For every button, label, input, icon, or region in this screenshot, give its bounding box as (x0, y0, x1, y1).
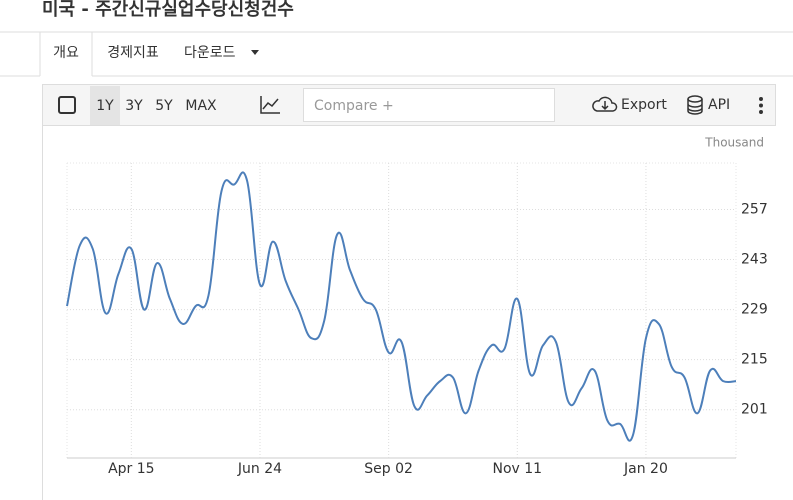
y-tick-label: 215 (741, 352, 768, 368)
x-tick-label: Sep 02 (364, 461, 413, 477)
range-button[interactable]: 3Y (125, 98, 143, 114)
dropdown-caret (251, 50, 259, 55)
x-tick-label: Jun 24 (237, 461, 282, 477)
range-button[interactable]: 5Y (155, 98, 173, 114)
tab[interactable]: 경제지표 (107, 45, 159, 61)
range-button[interactable]: MAX (185, 98, 217, 114)
unit-label: Thousand (704, 136, 764, 150)
calendar-icon[interactable] (58, 96, 76, 114)
y-tick-label: 243 (741, 252, 768, 268)
more-menu[interactable] (759, 97, 763, 114)
active-tab-border (39, 32, 93, 76)
y-tick-label: 257 (741, 201, 768, 217)
range-button[interactable]: 1Y (96, 98, 114, 114)
y-tick-label: 201 (741, 402, 768, 418)
y-tick-label: 229 (741, 302, 768, 318)
api-button[interactable]: API (708, 97, 730, 113)
page-title: 미국 - 주간신규실업수당신청건수 (42, 0, 294, 20)
export-button[interactable]: Export (621, 97, 667, 113)
line-series (66, 171, 737, 442)
compare-placeholder: Compare + (314, 98, 394, 114)
tab[interactable]: 개요 (53, 45, 79, 61)
x-tick-label: Jan 20 (623, 461, 668, 477)
range-selected (90, 86, 120, 125)
api-icon[interactable] (687, 95, 703, 115)
chart-type-icon[interactable] (260, 96, 280, 114)
tab[interactable]: 다운로드 (184, 45, 236, 61)
x-tick-label: Nov 11 (492, 461, 542, 477)
compare-input[interactable] (303, 88, 555, 122)
export-icon[interactable] (592, 96, 618, 112)
x-tick-label: Apr 15 (108, 461, 154, 477)
